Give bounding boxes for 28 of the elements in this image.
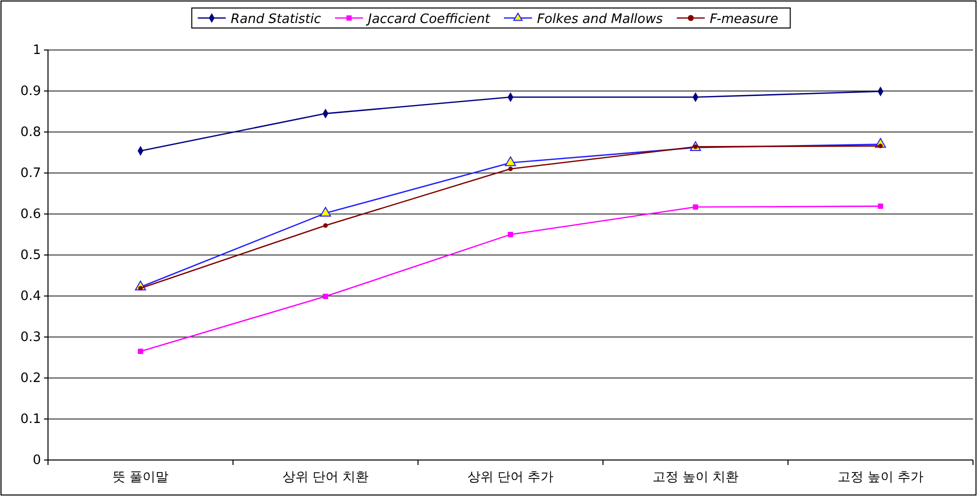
legend-label: F-measure <box>710 12 778 27</box>
legend-label: Rand Statistic <box>230 12 322 27</box>
y-tick-label: 0.3 <box>20 330 41 346</box>
point <box>323 223 328 228</box>
x-tick-label: 고정 높이 치환 <box>652 470 739 486</box>
y-tick-label: 0.9 <box>20 84 41 100</box>
y-tick-label: 0 <box>32 453 41 468</box>
x-tick-label: 뜻 풀이말 <box>112 470 169 486</box>
y-tick-label: 0.5 <box>20 248 41 264</box>
legend-label: Jaccard Coefficient <box>365 12 491 27</box>
y-tick-label: 1 <box>32 43 41 58</box>
point <box>138 286 143 290</box>
y-tick-label: 0.2 <box>20 371 41 386</box>
y-tick-label: 0.6 <box>20 207 41 222</box>
x-tick-label: 상위 단어 치환 <box>282 470 369 486</box>
x-tick-label: 고정 높이 추가 <box>837 470 924 486</box>
point <box>878 204 884 209</box>
point <box>878 144 883 148</box>
legend-label: Folkes and Mallows <box>536 12 664 27</box>
point <box>320 206 332 217</box>
y-tick-label: 0.7 <box>20 166 41 182</box>
y-tick-label: 0.8 <box>20 125 41 140</box>
y-tick-label: 0.1 <box>20 412 41 428</box>
point <box>138 348 144 354</box>
point <box>508 166 513 172</box>
x-tick-label: 상위 단어 추가 <box>467 470 554 486</box>
y-tick-label: 0.4 <box>20 289 41 304</box>
point <box>504 156 516 166</box>
